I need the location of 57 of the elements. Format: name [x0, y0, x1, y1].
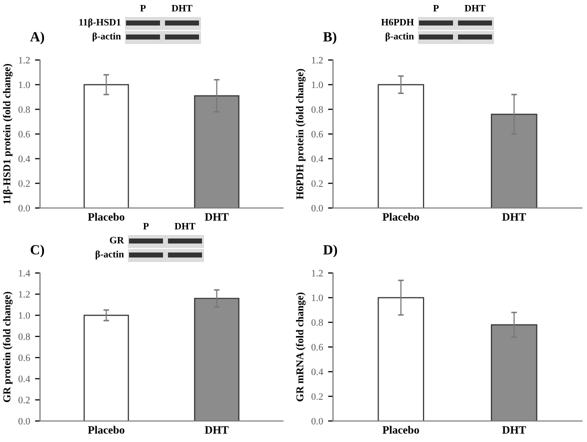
y-tick-label: 0.0	[311, 418, 323, 425]
text: β-actin	[96, 250, 124, 260]
y-axis-title: GR protein (fold change)	[2, 292, 13, 402]
y-tick-label: 0.0	[18, 418, 30, 425]
x-tick-label: DHT	[204, 213, 229, 221]
y-tick-label: 1.0	[312, 82, 323, 88]
text: β-actin	[386, 32, 414, 42]
y-tick-label: 0.2	[18, 396, 30, 404]
y-tick-label: 0.6	[18, 130, 30, 138]
text: DHT	[172, 4, 192, 12]
text: β-actin	[92, 32, 121, 42]
x-tick-label: Placebo	[88, 426, 124, 434]
text: 11β-HSD1	[79, 18, 120, 28]
text: P	[143, 222, 149, 230]
chart-title: A)	[30, 32, 44, 44]
text: DHT	[464, 4, 486, 12]
y-tick-label: 0.4	[311, 368, 324, 376]
x-tick-label: DHT	[502, 426, 526, 434]
y-tick-label: 1.2	[312, 270, 323, 277]
y-tick-label: 1.0	[312, 294, 323, 302]
y-tick-label: 0.6	[18, 354, 30, 362]
y-tick-label: 0.2	[18, 180, 30, 187]
y-tick-label: 1.0	[18, 312, 30, 319]
chart-title: C)	[30, 244, 44, 258]
y-axis-title: GR mRNA (fold change)	[296, 292, 306, 402]
text: P	[140, 4, 146, 12]
chart-title: B)	[323, 32, 336, 44]
y-tick-label: 0.4	[18, 376, 30, 382]
y-tick-label: 1.0	[18, 82, 30, 88]
x-tick-label: DHT	[204, 426, 229, 434]
chart-title: D)	[323, 244, 338, 258]
text: GR	[110, 236, 124, 244]
y-tick-label: 0.6	[311, 344, 323, 351]
y-tick-label: 1.2	[312, 56, 323, 64]
y-axis-title: 11β-HSD1 protein (fold change)	[2, 64, 13, 204]
x-tick-label: Placebo	[382, 212, 419, 221]
y-axis-title: H6PDH protein (fold change)	[296, 69, 306, 200]
y-tick-label: 0.8	[18, 106, 30, 113]
text: P	[433, 4, 439, 12]
y-tick-label: 1.2	[18, 291, 30, 298]
y-tick-label: 0.6	[311, 130, 323, 138]
y-tick-label: 0.2	[311, 393, 323, 400]
y-tick-label: 0.8	[311, 319, 323, 326]
y-tick-label: 0.8	[311, 106, 323, 113]
x-tick-label: Placebo	[88, 212, 124, 221]
y-tick-label: 0.8	[18, 333, 30, 340]
text: DHT	[174, 222, 196, 230]
y-tick-label: 0.0	[311, 204, 323, 212]
x-tick-label: Placebo	[382, 426, 419, 434]
x-tick-label: DHT	[502, 213, 526, 221]
y-tick-label: 0.2	[311, 180, 323, 187]
y-tick-label: 1.2	[18, 56, 30, 64]
y-tick-label: 0.4	[311, 156, 324, 162]
y-tick-label: 1.4	[18, 270, 30, 277]
y-tick-label: 0.0	[18, 204, 30, 212]
y-tick-label: 0.4	[18, 156, 30, 162]
text: H6PDH	[381, 18, 414, 26]
